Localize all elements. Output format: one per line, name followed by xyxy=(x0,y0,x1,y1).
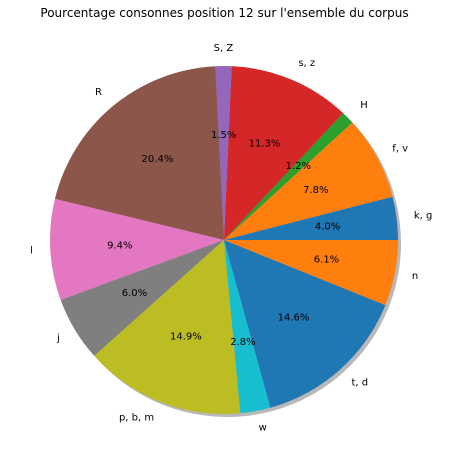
slice-percentage-p-b-m: 14.9% xyxy=(170,332,202,343)
slice-label-k-g: k, g xyxy=(414,211,433,222)
pie-slice-r xyxy=(54,66,224,240)
slice-label-p-b-m: p, b, m xyxy=(119,413,154,424)
slice-label-h: H xyxy=(360,100,368,111)
slice-percentage-r: 20.4% xyxy=(142,154,174,165)
slice-percentage-l: 9.4% xyxy=(107,240,132,251)
pie-slice-w xyxy=(224,240,271,414)
pie-slice-t-d xyxy=(224,240,386,408)
pie-slice-k-g xyxy=(224,196,398,240)
pie-slice-s-z xyxy=(224,66,344,240)
slice-percentage-h: 1.2% xyxy=(286,161,311,172)
slice-label-f-v: f, v xyxy=(392,143,408,154)
slice-percentage-n: 6.1% xyxy=(314,254,339,265)
slice-label-j: j xyxy=(56,333,60,344)
pie-slice-h xyxy=(224,113,353,240)
slice-percentage-f-v: 7.8% xyxy=(303,185,328,196)
slice-label-r: R xyxy=(95,87,102,98)
pie-slices xyxy=(50,66,398,414)
slice-label-s-z: s, z xyxy=(298,58,315,69)
pie-slice-n xyxy=(224,240,398,306)
pie-slice-p-b-m xyxy=(94,240,241,414)
slice-label-l: l xyxy=(30,245,33,256)
pie-slice-l xyxy=(50,198,225,300)
pie-labels: k, g 4.0% f, v 7.8% H 1.2% s, z 11.3% S, Z 1.5% R 2… xyxy=(30,43,432,434)
slice-label-s-z: S, Z xyxy=(214,43,234,54)
slice-percentage-s-z: 11.3% xyxy=(249,138,281,149)
pie-slice-j xyxy=(60,240,224,356)
pie-slice-s-z xyxy=(215,66,232,240)
slice-percentage-s-z: 1.5% xyxy=(211,130,236,141)
pie-slice-f-v xyxy=(224,122,393,240)
slice-percentage-j: 6.0% xyxy=(122,288,147,299)
slice-percentage-w: 2.8% xyxy=(230,337,255,348)
slice-label-w: w xyxy=(259,423,267,434)
slice-percentage-t-d: 14.6% xyxy=(278,312,310,323)
slice-percentage-k-g: 4.0% xyxy=(315,221,340,232)
chart-title: Pourcentage consonnes position 12 sur l'… xyxy=(40,6,408,20)
slice-label-n: n xyxy=(412,271,418,282)
slice-label-t-d: t, d xyxy=(351,377,368,388)
